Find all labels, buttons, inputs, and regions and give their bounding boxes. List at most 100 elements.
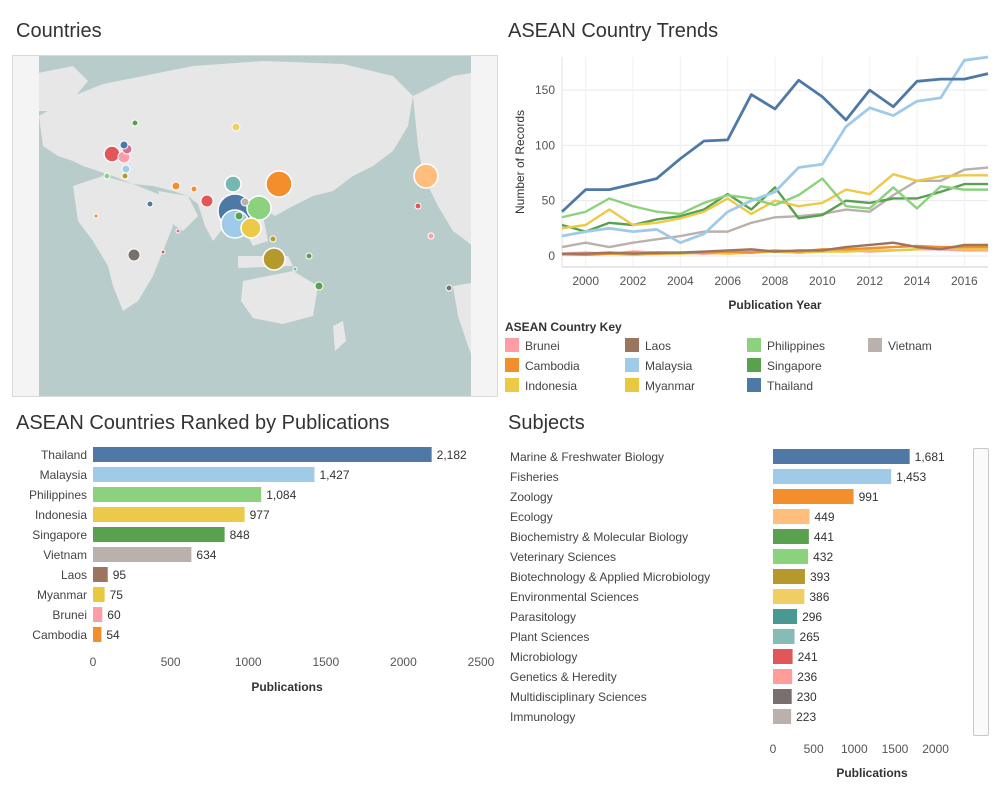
y-tick-label: 0 xyxy=(548,249,555,263)
subject-value-label: 441 xyxy=(814,530,834,544)
bubble-usa xyxy=(413,163,439,189)
subject-bar xyxy=(773,709,792,724)
legend-item-vietnam[interactable]: Vietnam xyxy=(868,338,932,354)
legend-label: Myanmar xyxy=(645,379,696,393)
legend-swatch xyxy=(625,358,639,372)
category-label: Malaysia xyxy=(40,468,88,482)
legend-item-philippines[interactable]: Philippines xyxy=(747,338,825,354)
subject-value-label: 991 xyxy=(859,490,879,504)
x-tick-label: 2014 xyxy=(904,274,931,288)
x-axis-title: Publication Year xyxy=(728,298,821,310)
subject-value-label: 386 xyxy=(809,590,829,604)
subject-label: Microbiology xyxy=(510,650,577,664)
x-tick-label: 1000 xyxy=(841,742,868,756)
countries-map[interactable] xyxy=(12,55,498,397)
x-tick-label: 2500 xyxy=(468,655,495,669)
x-tick-label: 1000 xyxy=(235,655,262,669)
legend-swatch xyxy=(625,338,639,352)
category-label: Thailand xyxy=(41,448,87,462)
x-tick-label: 2016 xyxy=(951,274,978,288)
subject-label: Genetics & Heredity xyxy=(510,670,617,684)
legend-label: Cambodia xyxy=(525,359,580,373)
country-legend: ASEAN Country Key Brunei Cambodia Indonesi… xyxy=(505,320,995,395)
trends-line-chart[interactable]: 0 50 100 150 2000 2002 2004 2006 2008 2010 2012 201… xyxy=(505,55,1000,310)
legend-swatch xyxy=(747,378,761,392)
legend-title: ASEAN Country Key xyxy=(505,320,622,334)
x-tick-label: 1500 xyxy=(882,742,909,756)
subject-value-label: 1,453 xyxy=(896,470,926,484)
land-australia xyxy=(241,271,318,324)
x-tick-label: 500 xyxy=(804,742,824,756)
legend-item-cambodia[interactable]: Cambodia xyxy=(505,358,580,374)
subject-label: Biotechnology & Applied Microbiology xyxy=(510,570,710,584)
bubble-small-9 xyxy=(175,228,181,234)
bubble-australia xyxy=(262,247,286,271)
x-tick-label: 2002 xyxy=(620,274,647,288)
legend-item-thailand[interactable]: Thailand xyxy=(747,378,813,394)
legend-swatch xyxy=(625,378,639,392)
x-tick-label: 500 xyxy=(161,655,181,669)
subjects-bar-chart[interactable]: Marine & Freshwater Biology 1,681 Fisherie… xyxy=(505,448,970,735)
category-label: Indonesia xyxy=(35,508,87,522)
land-greenland xyxy=(23,66,88,111)
bubble-small-11 xyxy=(93,213,99,219)
bubble-india xyxy=(200,194,214,208)
bar-malaysia xyxy=(93,467,315,482)
bubble-philippines xyxy=(246,195,272,221)
subject-label: Plant Sciences xyxy=(510,630,589,644)
legend-item-myanmar[interactable]: Myanmar xyxy=(625,378,695,394)
bubble-small-1 xyxy=(103,172,111,180)
subject-label: Ecology xyxy=(510,510,553,524)
x-tick-label: 2008 xyxy=(762,274,789,288)
bar-value-label: 2,182 xyxy=(437,448,467,462)
bubble-netherlands xyxy=(119,140,129,150)
subject-bar xyxy=(773,449,910,464)
map-svg[interactable] xyxy=(13,56,497,396)
x-tick-label: 2010 xyxy=(809,274,836,288)
bubble-japan xyxy=(231,122,241,132)
subject-label: Immunology xyxy=(510,710,575,724)
legend-item-indonesia[interactable]: Indonesia xyxy=(505,378,577,394)
category-label: Laos xyxy=(61,568,87,582)
subjects-scroll-area[interactable]: Marine & Freshwater Biology 1,681 Fisherie… xyxy=(505,448,970,735)
legend-label: Singapore xyxy=(767,359,822,373)
legend-label: Indonesia xyxy=(525,379,578,393)
ranked-bar-chart[interactable]: Thailand 2,182 Malaysia 1,427 Philippines 1,0… xyxy=(0,445,500,700)
subject-bar xyxy=(773,649,793,664)
series-line-laos xyxy=(562,241,988,255)
bar-cambodia xyxy=(93,627,102,642)
bubble-vietnam xyxy=(240,197,250,207)
legend-swatch xyxy=(747,338,761,352)
bubble-small-6 xyxy=(414,202,422,210)
subjects-scrollbar[interactable] xyxy=(973,448,989,736)
bar-value-label: 1,084 xyxy=(266,488,296,502)
trends-title: ASEAN Country Trends xyxy=(508,20,719,42)
bubble-small-2 xyxy=(121,172,129,180)
x-tick-label: 2004 xyxy=(667,274,694,288)
legend-label: Malaysia xyxy=(645,359,693,373)
x-tick-label: 0 xyxy=(770,742,777,756)
subject-bar xyxy=(773,589,805,604)
series-line-malaysia xyxy=(561,55,989,245)
series-line-philippines xyxy=(561,177,988,219)
bubble-small-4 xyxy=(269,235,277,243)
category-label: Brunei xyxy=(52,608,87,622)
legend-item-brunei[interactable]: Brunei xyxy=(505,338,560,354)
subject-bar xyxy=(773,569,805,584)
legend-label: Brunei xyxy=(525,339,560,353)
countries-title: Countries xyxy=(16,20,102,42)
subject-bar xyxy=(773,609,798,624)
bubble-bangladesh xyxy=(224,175,242,193)
legend-item-malaysia[interactable]: Malaysia xyxy=(625,358,692,374)
legend-item-singapore[interactable]: Singapore xyxy=(747,358,822,374)
bar-singapore xyxy=(93,527,225,542)
legend-item-laos[interactable]: Laos xyxy=(625,338,671,354)
map-bubbles xyxy=(93,119,453,292)
subject-value-label: 223 xyxy=(796,710,816,724)
series-line-thailand xyxy=(561,72,989,213)
x-tick-label: 2000 xyxy=(572,274,599,288)
subject-label: Biochemistry & Molecular Biology xyxy=(510,530,688,544)
bar-value-label: 634 xyxy=(196,548,216,562)
subject-label: Parasitology xyxy=(510,610,576,624)
subject-label: Marine & Freshwater Biology xyxy=(510,450,664,464)
